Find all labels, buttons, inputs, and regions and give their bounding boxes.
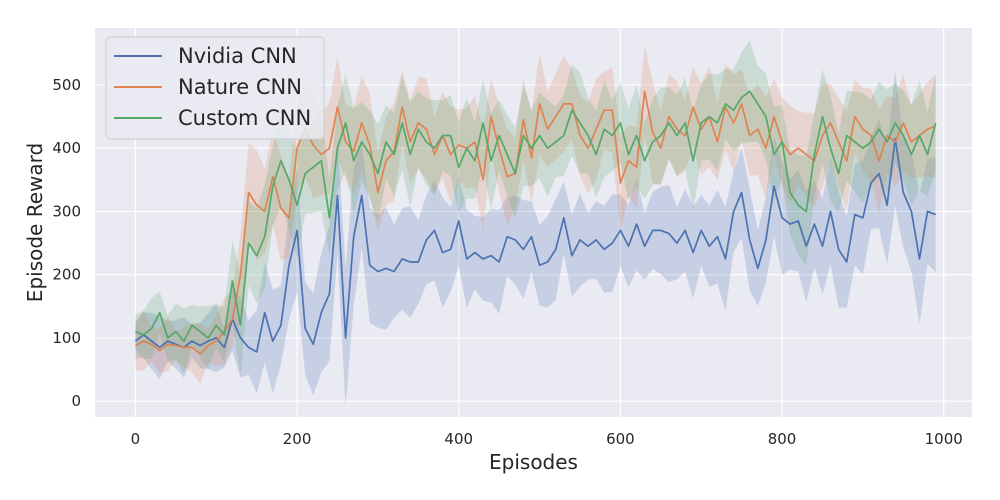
series-line (134, 90, 936, 355)
series-lines (134, 90, 937, 355)
legend-label: Custom CNN (178, 106, 311, 130)
x-tick-label: 0 (131, 430, 141, 448)
y-tick-label: 300 (52, 202, 81, 220)
y-tick-label: 400 (52, 139, 81, 157)
x-tick-label: 200 (283, 430, 312, 448)
y-tick-label: 0 (71, 392, 81, 410)
legend: Nvidia CNN Nature CNN Custom CNN (105, 36, 325, 140)
confidence-bands (135, 40, 936, 408)
y-tick-label: 500 (52, 76, 81, 94)
x-tick-label: 400 (444, 430, 473, 448)
confidence-band (135, 45, 936, 384)
x-tick-label: 800 (768, 430, 797, 448)
legend-label: Nvidia CNN (178, 44, 297, 68)
confidence-band (135, 40, 936, 378)
tick-labels: 0 200 400 600 800 1000 0 100 200 300 400 500 (52, 76, 962, 448)
y-tick-label: 200 (52, 266, 81, 284)
x-axis-label: Episodes (489, 450, 578, 474)
legend-box (105, 36, 325, 140)
series-line (134, 137, 936, 353)
y-axis-label: Episode Reward (23, 143, 47, 302)
x-tick-label: 1000 (925, 430, 963, 448)
series-line (135, 90, 937, 342)
legend-label: Nature CNN (178, 75, 302, 99)
x-tick-label: 600 (606, 430, 635, 448)
confidence-band (135, 71, 936, 408)
y-tick-label: 100 (52, 329, 81, 347)
